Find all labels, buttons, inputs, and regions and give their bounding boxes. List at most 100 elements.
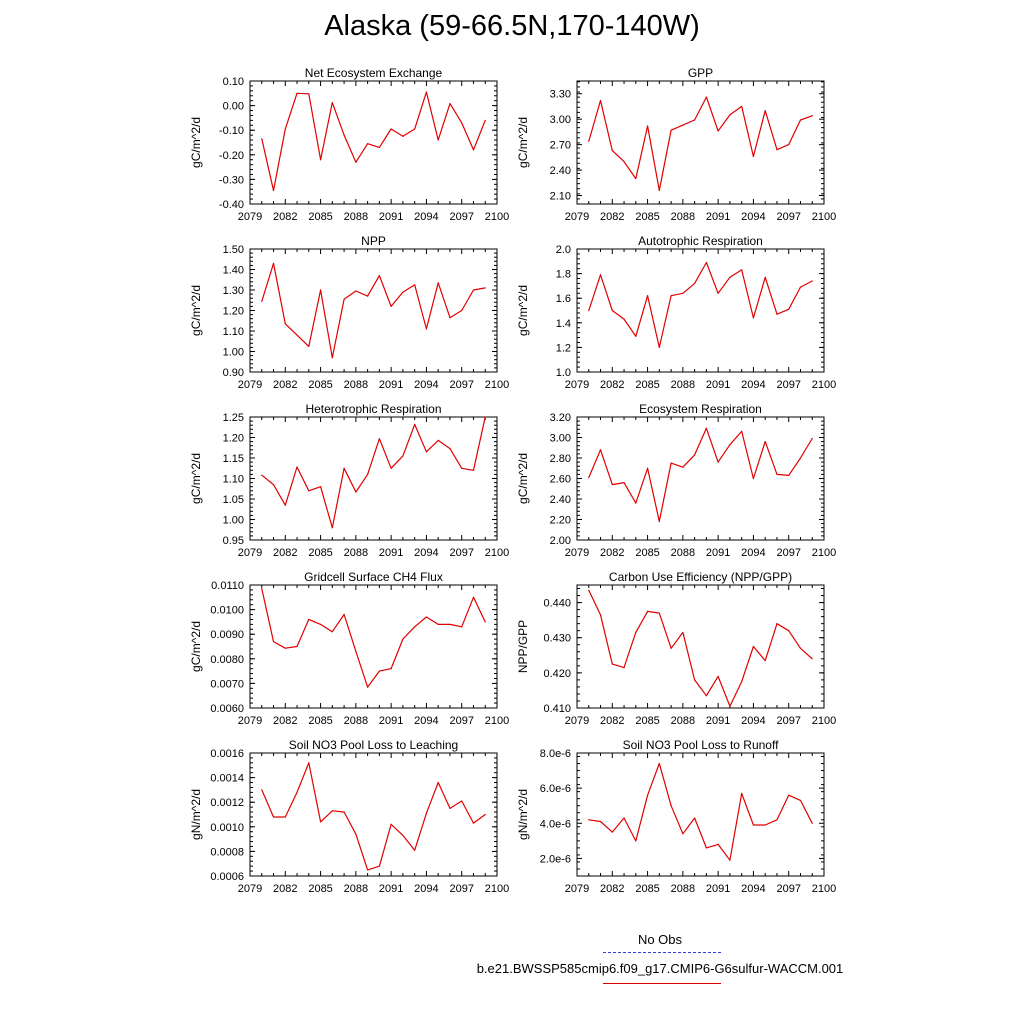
x-tick-label: 2088 xyxy=(671,211,695,223)
x-tick-label: 2097 xyxy=(449,379,473,391)
x-tick-label: 2085 xyxy=(308,379,332,391)
data-point xyxy=(741,681,743,683)
y-tick-label: 0.0008 xyxy=(210,846,244,858)
x-tick-label: 2079 xyxy=(238,211,262,223)
data-point xyxy=(764,441,766,443)
y-tick-label: 2.20 xyxy=(550,515,571,527)
data-point xyxy=(682,466,684,468)
x-tick-label: 2094 xyxy=(741,379,765,391)
data-point xyxy=(390,467,392,469)
x-tick-label: 2085 xyxy=(635,715,659,727)
data-point xyxy=(272,816,275,818)
data-point xyxy=(635,631,637,634)
data-point xyxy=(343,613,345,616)
y-axis-label: gN/m^2/d xyxy=(189,789,203,840)
y-axis-label: gC/m^2/d xyxy=(189,285,203,336)
data-point xyxy=(694,282,696,285)
y-axis-label: gC/m^2/d xyxy=(189,453,203,504)
panel-2: NPP gC/m^2/d 2079 2082 2085 2088 2091 2094 2097 2… xyxy=(189,234,509,391)
data-point xyxy=(776,313,778,315)
data-point xyxy=(705,695,707,697)
y-tick-label: 1.8 xyxy=(556,269,571,281)
panel-6: Gridcell Surface CH4 Flux gC/m^2/d 2079 208… xyxy=(189,570,509,727)
data-point xyxy=(461,800,463,802)
y-tick-label: -0.40 xyxy=(219,199,244,211)
x-tick-label: 2097 xyxy=(776,547,800,559)
y-tick-label: 0.0016 xyxy=(210,748,244,760)
data-point xyxy=(402,834,404,837)
data-point xyxy=(670,805,672,807)
x-tick-label: 2085 xyxy=(308,547,332,559)
y-tick-label: 0.95 xyxy=(223,535,244,547)
data-point xyxy=(319,486,322,488)
x-tick-label: 2100 xyxy=(485,379,509,391)
data-point xyxy=(635,177,637,180)
data-point xyxy=(788,630,790,632)
series-line xyxy=(588,261,813,348)
series-line xyxy=(261,416,486,529)
data-point xyxy=(261,789,263,791)
data-point xyxy=(588,819,590,821)
data-point xyxy=(390,305,392,307)
data-point xyxy=(694,119,696,121)
x-tick-label: 2085 xyxy=(635,211,659,223)
y-tick-label: 1.15 xyxy=(223,453,244,465)
plot-frame xyxy=(249,416,498,541)
data-point xyxy=(296,645,298,648)
data-point xyxy=(811,822,813,824)
data-point xyxy=(308,490,310,492)
x-tick-label: 2088 xyxy=(671,547,695,559)
data-point xyxy=(425,91,428,93)
x-tick-label: 2088 xyxy=(344,547,368,559)
y-tick-label: 1.0 xyxy=(556,367,571,379)
x-tick-label: 2088 xyxy=(344,379,368,391)
data-point xyxy=(741,792,743,795)
y-tick-label: 1.20 xyxy=(223,433,244,445)
data-point xyxy=(367,295,369,297)
panel-title: Net Ecosystem Exchange xyxy=(305,66,443,80)
data-point xyxy=(752,155,755,158)
data-point xyxy=(472,822,475,824)
data-point xyxy=(670,295,672,297)
data-point xyxy=(611,663,613,665)
data-point xyxy=(461,122,463,124)
y-tick-label: 0.00 xyxy=(223,101,244,113)
x-tick-label: 2085 xyxy=(308,883,332,895)
legend-no-obs-label: No Obs xyxy=(637,932,683,947)
x-tick-label: 2079 xyxy=(238,547,262,559)
y-tick-label: 1.4 xyxy=(556,318,571,330)
data-point xyxy=(705,427,707,429)
legend-case-line xyxy=(603,983,721,984)
data-point xyxy=(402,291,404,293)
panel-0: Net Ecosystem Exchange gC/m^2/d 2079 2082 20… xyxy=(189,66,509,223)
plot-frame xyxy=(249,584,498,709)
data-point xyxy=(717,461,719,463)
x-tick-label: 2094 xyxy=(414,547,438,559)
data-point xyxy=(752,645,755,648)
series-line xyxy=(588,762,813,861)
y-tick-label: 6.0e-6 xyxy=(540,783,571,795)
x-tick-label: 2079 xyxy=(565,379,589,391)
y-tick-label: 0.10 xyxy=(223,76,244,88)
data-point xyxy=(611,149,613,152)
data-point xyxy=(378,438,380,440)
plot-frame xyxy=(576,80,825,205)
x-tick-label: 2088 xyxy=(671,715,695,727)
series-line xyxy=(261,91,486,192)
data-point xyxy=(319,289,322,291)
x-tick-label: 2094 xyxy=(741,715,765,727)
x-tick-label: 2091 xyxy=(706,547,730,559)
data-point xyxy=(811,280,813,282)
data-point xyxy=(635,335,637,337)
data-point xyxy=(799,799,802,802)
data-point xyxy=(623,482,625,484)
data-point xyxy=(296,92,298,94)
panel-title: Gridcell Surface CH4 Flux xyxy=(304,570,443,584)
x-tick-label: 2085 xyxy=(635,883,659,895)
x-tick-label: 2079 xyxy=(238,883,262,895)
data-point xyxy=(646,794,649,796)
y-tick-label: 2.60 xyxy=(550,474,571,486)
panel-3: Autotrophic Respiration gC/m^2/d 2079 2082 2… xyxy=(516,234,836,391)
y-tick-label: 2.40 xyxy=(550,165,571,177)
